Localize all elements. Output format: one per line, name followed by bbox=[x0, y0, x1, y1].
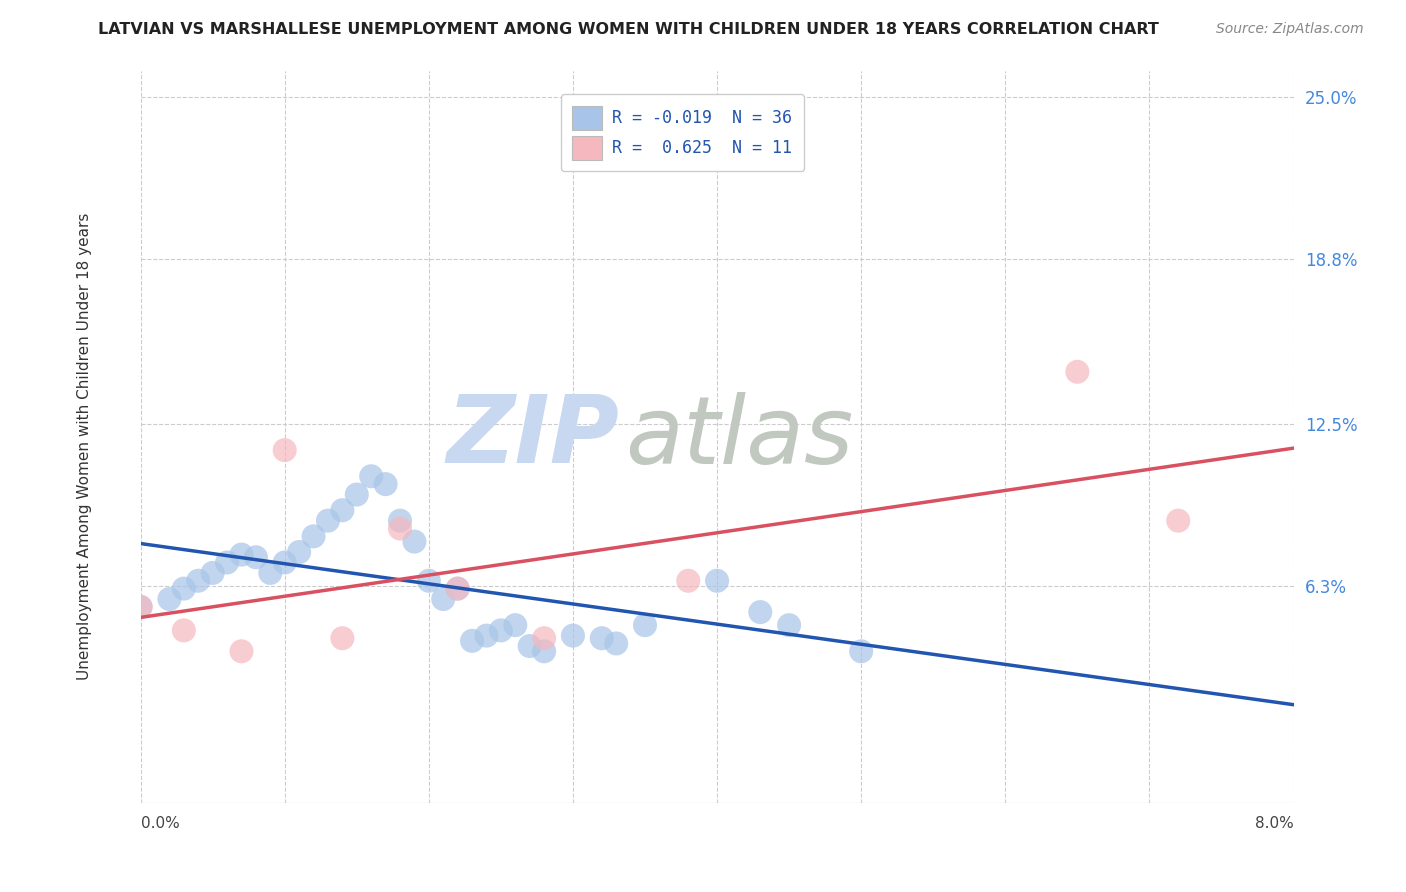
Point bbox=[129, 599, 152, 614]
Point bbox=[634, 618, 657, 632]
Point bbox=[231, 548, 253, 562]
Point bbox=[591, 632, 613, 646]
Point bbox=[1066, 365, 1088, 379]
Point bbox=[388, 521, 411, 535]
Point bbox=[447, 582, 470, 596]
Point bbox=[447, 582, 470, 596]
Point bbox=[173, 624, 195, 638]
Point bbox=[678, 574, 700, 588]
Text: Source: ZipAtlas.com: Source: ZipAtlas.com bbox=[1216, 22, 1364, 37]
Point bbox=[749, 605, 772, 619]
Point bbox=[274, 443, 297, 458]
Point bbox=[159, 592, 180, 607]
Point bbox=[1167, 514, 1189, 528]
Point bbox=[519, 639, 541, 653]
Legend: R = -0.019  N = 36, R =  0.625  N = 11: R = -0.019 N = 36, R = 0.625 N = 11 bbox=[561, 95, 804, 171]
Point bbox=[418, 574, 440, 588]
Point bbox=[475, 629, 498, 643]
Point bbox=[231, 644, 253, 658]
Point bbox=[503, 618, 526, 632]
Point bbox=[274, 556, 297, 570]
Point bbox=[288, 545, 311, 559]
Point bbox=[332, 632, 354, 646]
Point bbox=[332, 503, 354, 517]
Text: 8.0%: 8.0% bbox=[1254, 816, 1294, 830]
Point bbox=[404, 534, 426, 549]
Point bbox=[533, 644, 555, 658]
Point bbox=[173, 582, 195, 596]
Point bbox=[201, 566, 224, 580]
Point bbox=[706, 574, 728, 588]
Point bbox=[346, 487, 368, 501]
Point bbox=[461, 633, 484, 648]
Point bbox=[489, 624, 512, 638]
Point bbox=[432, 592, 454, 607]
Point bbox=[316, 514, 339, 528]
Point bbox=[605, 636, 627, 650]
Point bbox=[360, 469, 382, 483]
Text: Unemployment Among Women with Children Under 18 years: Unemployment Among Women with Children U… bbox=[77, 212, 91, 680]
Text: 0.0%: 0.0% bbox=[141, 816, 180, 830]
Point bbox=[187, 574, 209, 588]
Point bbox=[259, 566, 281, 580]
Point bbox=[129, 599, 152, 614]
Point bbox=[388, 514, 411, 528]
Point bbox=[217, 556, 239, 570]
Point bbox=[849, 644, 872, 658]
Point bbox=[374, 477, 396, 491]
Text: ZIP: ZIP bbox=[446, 391, 619, 483]
Text: LATVIAN VS MARSHALLESE UNEMPLOYMENT AMONG WOMEN WITH CHILDREN UNDER 18 YEARS COR: LATVIAN VS MARSHALLESE UNEMPLOYMENT AMON… bbox=[98, 22, 1160, 37]
Point bbox=[778, 618, 800, 632]
Point bbox=[302, 529, 325, 543]
Text: atlas: atlas bbox=[624, 392, 853, 483]
Point bbox=[245, 550, 267, 565]
Point bbox=[533, 632, 555, 646]
Point bbox=[561, 629, 585, 643]
